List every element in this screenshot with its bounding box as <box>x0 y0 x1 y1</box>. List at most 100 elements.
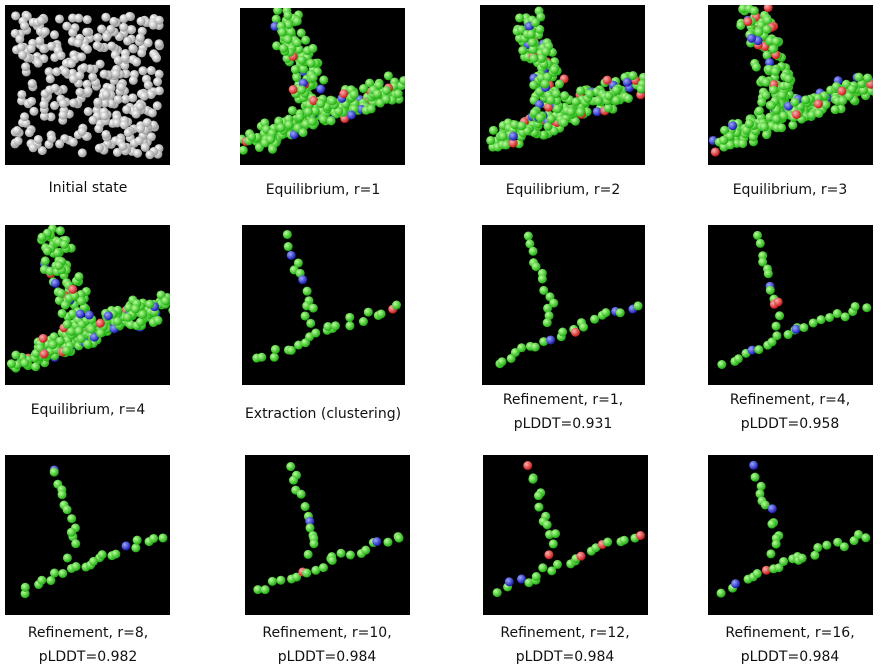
sphere <box>133 536 142 545</box>
caption-line: pLDDT=0.984 <box>455 645 675 669</box>
caption: Equilibrium, r=4 <box>0 398 198 422</box>
sphere <box>769 45 778 54</box>
sphere <box>34 59 43 68</box>
sphere <box>52 67 61 76</box>
sphere <box>628 71 637 80</box>
sphere <box>278 28 287 37</box>
sphere <box>346 550 355 559</box>
caption: Refinement, r=4,pLDDT=0.958 <box>680 388 881 436</box>
sphere <box>69 138 78 147</box>
sphere <box>302 569 311 578</box>
sphere <box>319 563 328 572</box>
sphere <box>546 335 555 344</box>
sphere <box>377 309 386 318</box>
sphere <box>295 113 304 122</box>
sphere <box>359 84 368 93</box>
sphere <box>814 99 823 108</box>
caption: Equilibrium, r=3 <box>680 178 881 202</box>
sphere <box>60 240 69 249</box>
sphere <box>394 89 403 98</box>
sphere <box>15 35 24 44</box>
sphere <box>308 117 317 126</box>
sphere <box>21 583 30 592</box>
sphere <box>118 142 127 151</box>
caption-line: Equilibrium, r=3 <box>680 178 881 202</box>
sphere <box>532 572 541 581</box>
sphere <box>538 563 547 572</box>
sphere <box>289 85 298 94</box>
sphere <box>25 128 34 137</box>
sphere <box>287 251 296 260</box>
sphere <box>67 514 76 523</box>
sphere <box>13 126 22 135</box>
sphere <box>58 569 67 578</box>
sphere <box>131 543 140 552</box>
sphere <box>624 94 633 103</box>
sphere <box>767 101 776 110</box>
sphere <box>39 334 48 343</box>
sphere <box>279 44 288 53</box>
sphere <box>529 81 538 90</box>
sphere <box>101 130 110 139</box>
sphere <box>817 315 826 324</box>
sphere <box>7 359 16 368</box>
sphere <box>304 107 313 116</box>
sphere <box>601 308 610 317</box>
sphere <box>138 310 147 319</box>
sphere <box>771 67 780 76</box>
sphere <box>63 320 72 329</box>
sphere <box>59 99 68 108</box>
sphere <box>528 475 537 484</box>
sphere <box>316 85 325 94</box>
sphere <box>17 90 26 99</box>
caption-line: Refinement, r=16, <box>680 621 881 645</box>
sphere <box>738 139 747 148</box>
sphere <box>612 96 621 105</box>
sphere <box>809 318 818 327</box>
sphere <box>493 588 502 597</box>
sphere <box>534 491 543 500</box>
sphere <box>149 534 158 543</box>
sphere <box>119 23 128 32</box>
sphere <box>11 351 20 360</box>
sphere <box>603 538 612 547</box>
sphere <box>55 14 64 23</box>
sphere <box>37 16 46 25</box>
sphere <box>347 111 356 120</box>
sphere <box>143 118 152 127</box>
sphere <box>287 346 296 355</box>
sphere <box>80 63 89 72</box>
sphere <box>549 539 558 548</box>
sphere <box>747 34 756 43</box>
caption: Refinement, r=10,pLDDT=0.984 <box>217 621 437 669</box>
sphere <box>74 14 83 23</box>
sphere <box>288 106 297 115</box>
sphere <box>140 92 149 101</box>
sphere <box>276 576 285 585</box>
sphere <box>104 311 113 320</box>
sphere <box>72 562 81 571</box>
sphere <box>717 360 726 369</box>
sphere <box>112 69 121 78</box>
sphere <box>85 311 94 320</box>
sphere <box>301 502 310 511</box>
caption: Equilibrium, r=1 <box>213 178 433 202</box>
sphere <box>138 66 147 75</box>
sphere <box>542 47 551 56</box>
sphere <box>98 550 107 559</box>
sphere <box>555 79 564 88</box>
sphere <box>743 17 752 26</box>
sphere <box>83 15 92 24</box>
sphere <box>293 17 302 26</box>
sphere <box>779 557 788 566</box>
sphere <box>68 28 77 37</box>
sphere <box>48 340 57 349</box>
sphere <box>136 124 145 133</box>
sphere <box>616 308 625 317</box>
figure: Initial stateEquilibrium, r=1Equilibrium… <box>0 0 881 671</box>
sphere <box>74 272 83 281</box>
sphere <box>754 28 763 37</box>
sphere <box>137 17 146 26</box>
sphere <box>772 115 781 124</box>
sphere <box>75 88 84 97</box>
